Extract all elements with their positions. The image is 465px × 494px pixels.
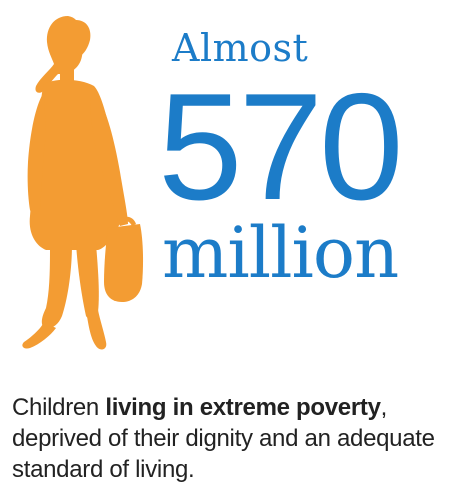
caption-text: Children living in extreme poverty, depr… [12,392,464,485]
child-carrying-bucket-silhouette-icon [22,16,144,350]
caption-lead: Children [12,394,106,421]
child-silhouette-figure [10,12,150,357]
headline-prefix: Almost [172,26,309,70]
headline-unit: million [162,212,399,294]
caption-emphasis: living in extreme poverty [105,394,381,421]
caption-rest: , deprived of their dignity and an adequ… [12,394,435,483]
headline-block: Almost 570 million [150,20,460,300]
headline-number: 570 [158,62,404,232]
